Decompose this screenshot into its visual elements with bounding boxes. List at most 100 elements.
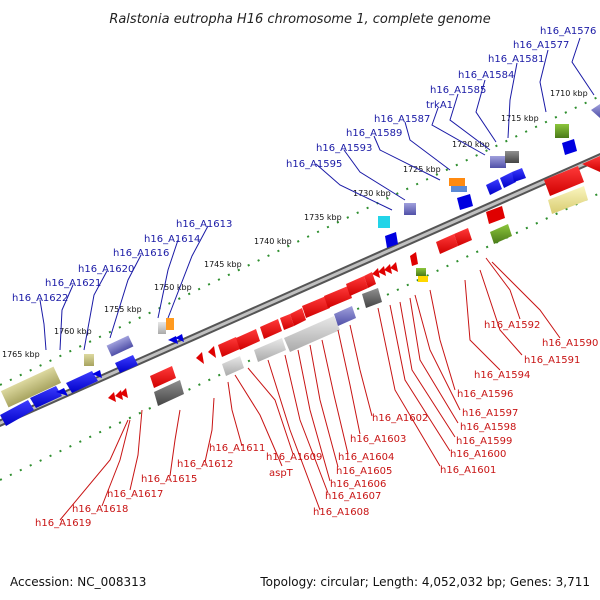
gene-label[interactable]: h16_A1607 xyxy=(325,491,381,502)
gene-label[interactable]: h16_A1596 xyxy=(457,389,513,400)
gene-feature[interactable] xyxy=(106,335,134,357)
gene-feature[interactable] xyxy=(486,206,505,224)
gene-feature[interactable] xyxy=(486,179,502,195)
gene-label[interactable]: h16_A1592 xyxy=(484,320,540,331)
gene-label[interactable]: h16_A1605 xyxy=(336,466,392,477)
gene-label[interactable]: h16_A1608 xyxy=(313,507,369,518)
gene-feature[interactable] xyxy=(346,276,368,296)
gene-feature[interactable] xyxy=(505,151,519,163)
gene-feature[interactable] xyxy=(115,355,138,373)
gene-feature[interactable] xyxy=(302,296,330,318)
gene-feature[interactable] xyxy=(254,338,286,362)
gene-label[interactable]: h16_A1615 xyxy=(141,474,197,485)
gene-label[interactable]: h16_A1581 xyxy=(488,54,544,65)
gene-feature[interactable] xyxy=(562,139,577,155)
gene-label[interactable]: h16_A1584 xyxy=(458,70,514,81)
gene-feature[interactable] xyxy=(84,354,94,366)
gene-feature[interactable] xyxy=(384,264,392,274)
gene-feature[interactable] xyxy=(410,252,418,266)
gene-feature[interactable] xyxy=(362,288,382,308)
gene-feature[interactable] xyxy=(56,388,68,396)
gene-feature[interactable] xyxy=(582,156,600,172)
gene-feature[interactable] xyxy=(284,316,340,352)
gene-feature[interactable] xyxy=(449,178,465,186)
gene-label[interactable]: h16_A1594 xyxy=(474,370,530,381)
gene-label[interactable]: h16_A1585 xyxy=(430,85,486,96)
gene-feature[interactable] xyxy=(158,322,166,334)
gene-label[interactable]: h16_A1604 xyxy=(338,452,394,463)
gene-feature[interactable] xyxy=(280,314,294,330)
gene-label[interactable]: h16_A1606 xyxy=(330,479,386,490)
gene-label[interactable]: h16_A1601 xyxy=(440,465,496,476)
gene-feature[interactable] xyxy=(92,370,102,378)
gene-label[interactable]: h16_A1609 xyxy=(266,452,322,463)
gene-feature[interactable] xyxy=(208,346,216,358)
gene-label[interactable]: h16_A1590 xyxy=(542,338,598,349)
gene-feature[interactable] xyxy=(544,166,584,196)
gene-label[interactable]: h16_A1616 xyxy=(113,248,169,259)
gene-feature[interactable] xyxy=(175,334,184,342)
gene-label[interactable]: trkA1 xyxy=(426,100,453,111)
gene-label[interactable]: h16_A1603 xyxy=(350,434,406,445)
gene-feature[interactable] xyxy=(150,366,176,388)
gene-feature[interactable] xyxy=(404,203,416,215)
gene-feature[interactable] xyxy=(260,319,282,339)
gene-feature[interactable] xyxy=(490,224,512,244)
gene-label[interactable]: h16_A1617 xyxy=(107,489,163,500)
gene-feature[interactable] xyxy=(236,329,260,350)
gene-label[interactable]: h16_A1621 xyxy=(45,278,101,289)
gene-feature[interactable] xyxy=(548,186,588,214)
gene-feature[interactable] xyxy=(364,272,376,288)
gene-feature[interactable] xyxy=(334,306,356,326)
gene-feature[interactable] xyxy=(108,392,116,402)
gene-feature[interactable] xyxy=(120,388,128,398)
gene-feature[interactable] xyxy=(451,186,467,192)
gene-label[interactable]: h16_A1619 xyxy=(35,518,91,529)
gene-feature[interactable] xyxy=(0,400,34,426)
gene-label[interactable]: h16_A1602 xyxy=(372,413,428,424)
gene-label[interactable]: h16_A1600 xyxy=(450,449,506,460)
gene-feature[interactable] xyxy=(196,352,204,364)
gene-feature[interactable] xyxy=(0,366,62,408)
gene-feature[interactable] xyxy=(436,234,458,254)
gene-feature[interactable] xyxy=(30,386,62,408)
gene-feature[interactable] xyxy=(372,268,380,278)
gene-feature[interactable] xyxy=(66,371,98,393)
gene-label[interactable]: h16_A1618 xyxy=(72,504,128,515)
gene-label[interactable]: h16_A1595 xyxy=(286,159,342,170)
gene-feature[interactable] xyxy=(166,318,174,330)
gene-feature[interactable] xyxy=(222,356,244,376)
gene-feature[interactable] xyxy=(290,308,306,326)
gene-label[interactable]: h16_A1597 xyxy=(462,408,518,419)
gene-feature[interactable] xyxy=(390,262,398,272)
gene-feature[interactable] xyxy=(418,276,428,282)
gene-feature[interactable] xyxy=(154,380,184,406)
gene-label[interactable]: h16_A1593 xyxy=(316,143,372,154)
gene-feature[interactable] xyxy=(490,156,506,168)
gene-feature[interactable] xyxy=(457,194,473,210)
gene-label[interactable]: h16_A1576 xyxy=(540,26,596,37)
gene-label[interactable]: h16_A1598 xyxy=(460,422,516,433)
gene-label[interactable]: h16_A1587 xyxy=(374,114,430,125)
gene-feature[interactable] xyxy=(218,337,240,357)
gene-label[interactable]: h16_A1612 xyxy=(177,459,233,470)
gene-label[interactable]: h16_A1620 xyxy=(78,264,134,275)
gene-feature[interactable] xyxy=(500,172,516,188)
gene-label[interactable]: h16_A1589 xyxy=(346,128,402,139)
gene-feature[interactable] xyxy=(454,228,472,246)
gene-label[interactable]: h16_A1577 xyxy=(513,40,569,51)
gene-feature[interactable] xyxy=(378,266,386,276)
gene-label[interactable]: h16_A1599 xyxy=(456,436,512,447)
gene-feature[interactable] xyxy=(416,268,426,276)
gene-label[interactable]: aspT xyxy=(269,468,294,479)
gene-feature[interactable] xyxy=(512,168,526,182)
gene-feature[interactable] xyxy=(385,232,398,248)
gene-feature[interactable] xyxy=(324,286,352,308)
gene-feature[interactable] xyxy=(378,216,390,228)
gene-feature[interactable] xyxy=(115,390,123,400)
gene-feature[interactable] xyxy=(591,104,600,118)
gene-label[interactable]: h16_A1622 xyxy=(12,293,68,304)
gene-feature[interactable] xyxy=(555,124,569,138)
gene-label[interactable]: h16_A1611 xyxy=(209,443,265,454)
gene-label[interactable]: h16_A1614 xyxy=(144,234,200,245)
